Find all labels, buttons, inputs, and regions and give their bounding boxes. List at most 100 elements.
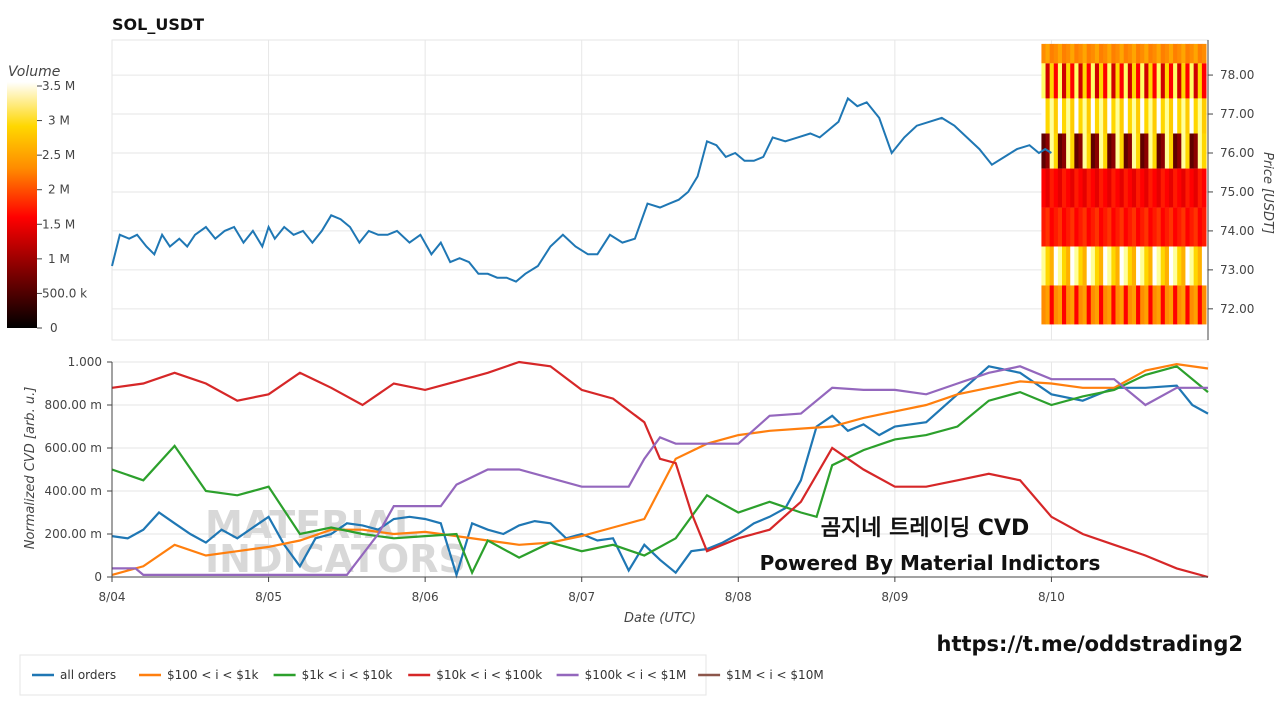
heatmap-cell — [1127, 207, 1133, 247]
heatmap-cell — [1156, 133, 1162, 169]
heatmap-cell — [1197, 168, 1203, 208]
legend-item[interactable]: all orders — [32, 668, 116, 682]
cvd-series-line — [111, 365, 1209, 579]
watermark-line2: INDICATORS — [205, 537, 466, 581]
heatmap-cell — [1115, 168, 1121, 208]
price-axis-label: Price [USDT] — [1260, 152, 1275, 234]
heatmap-cell — [1164, 207, 1170, 247]
legend-item[interactable]: $100 < i < $1k — [139, 668, 259, 682]
heatmap-cell — [1049, 63, 1055, 99]
colorbar-gradient — [7, 82, 37, 328]
heatmap-cell — [1144, 168, 1149, 208]
heatmap-cell — [1107, 63, 1112, 99]
heatmap-cell — [1094, 246, 1100, 286]
heatmap-cell — [1086, 63, 1092, 99]
heatmap-cell — [1177, 168, 1182, 208]
heatmap-cell — [1082, 63, 1088, 99]
heatmap-cell — [1201, 246, 1207, 286]
cvd-tick-label: 200.00 m — [45, 527, 103, 541]
heatmap-cell — [1041, 43, 1047, 64]
heatmap-cell — [1057, 246, 1063, 286]
legend-item[interactable]: $1k < i < $10k — [273, 668, 393, 682]
heatmap-cell — [1115, 246, 1121, 286]
price-tick-label: 74.00 — [1220, 224, 1254, 238]
heatmap-cell — [1148, 285, 1154, 325]
heatmap-cell — [1066, 246, 1071, 286]
heatmap-cell — [1119, 43, 1125, 64]
heatmap-cell — [1049, 207, 1055, 247]
heatmap-cell — [1160, 43, 1166, 64]
heatmap-cell — [1103, 63, 1108, 99]
heatmap-cell — [1041, 285, 1047, 325]
heatmap-cell — [1053, 133, 1059, 169]
heatmap-cell — [1066, 207, 1071, 247]
heatmap-cell — [1131, 168, 1137, 208]
legend: all orders $100 < i < $1k $1k < i < $10k $1… — [19, 654, 824, 696]
heatmap-cell — [1057, 168, 1063, 208]
heatmap-cell — [1078, 168, 1084, 208]
heatmap-cell — [1156, 207, 1162, 247]
heatmap-cell — [1062, 133, 1067, 169]
heatmap-cell — [1115, 285, 1121, 325]
heatmap-cell — [1107, 246, 1112, 286]
heatmap-cell — [1078, 246, 1084, 286]
heatmap-cell — [1066, 43, 1071, 64]
chart-title: SOL_USDT — [112, 15, 204, 34]
colorbar-tick-label: 0 — [50, 321, 58, 335]
heatmap-cell — [1070, 168, 1075, 208]
heatmap-cell — [1148, 168, 1154, 208]
heatmap-cell — [1177, 43, 1182, 64]
x-tick-label: 8/09 — [881, 590, 908, 604]
legend-label: $100k < i < $1M — [585, 668, 687, 682]
legend-item[interactable]: $1M < i < $10M — [698, 668, 824, 682]
volume-colorbar: Volume 3.5 M 3 M 2.5 M 2 M 1.5 M 1 M 500.0 k 0 — [7, 64, 87, 335]
heatmap-cell — [1144, 43, 1149, 64]
heatmap-cell — [1168, 246, 1174, 286]
heatmap-cell — [1123, 246, 1129, 286]
volume-heatmap — [1041, 43, 1207, 325]
x-tick-label: 8/07 — [568, 590, 595, 604]
heatmap-cell — [1078, 63, 1084, 99]
price-line — [111, 96, 1052, 283]
legend-label: $1k < i < $10k — [302, 668, 393, 682]
cvd-series-line — [111, 362, 1209, 576]
heatmap-cell — [1173, 246, 1178, 286]
cvd-tick-label: 800.00 m — [45, 398, 103, 412]
heatmap-cell — [1078, 285, 1084, 325]
heatmap-cell — [1099, 168, 1104, 208]
x-axis-label: Date (UTC) — [624, 611, 696, 626]
heatmap-cell — [1164, 246, 1170, 286]
heatmap-cell — [1189, 207, 1195, 247]
legend-item[interactable]: $10k < i < $100k — [408, 668, 542, 682]
overlay-title: 곰지네 트레이딩 CVD — [821, 516, 1029, 541]
heatmap-cell — [1189, 43, 1195, 64]
heatmap-cell — [1045, 285, 1051, 325]
heatmap-cell — [1148, 43, 1154, 64]
heatmap-cell — [1094, 207, 1100, 247]
cvd-series-line — [111, 360, 1209, 579]
heatmap-cell — [1197, 63, 1203, 99]
heatmap-cell — [1177, 207, 1182, 247]
heatmap-cell — [1140, 63, 1145, 99]
heatmap-cell — [1103, 207, 1108, 247]
heatmap-cell — [1119, 98, 1125, 134]
heatmap-cell — [1177, 246, 1182, 286]
heatmap-cell — [1127, 43, 1133, 64]
heatmap-cell — [1086, 168, 1092, 208]
heatmap-cell — [1164, 285, 1170, 325]
heatmap-cell — [1185, 98, 1191, 134]
heatmap-cell — [1144, 63, 1149, 99]
heatmap-cell — [1074, 43, 1079, 64]
telegram-link[interactable]: https://t.me/oddstrading2 — [937, 632, 1244, 656]
heatmap-cell — [1189, 285, 1195, 325]
heatmap-cell — [1156, 98, 1162, 134]
heatmap-cell — [1189, 98, 1195, 134]
heatmap-cell — [1164, 168, 1170, 208]
legend-item[interactable]: $100k < i < $1M — [556, 668, 687, 682]
heatmap-cell — [1185, 285, 1191, 325]
heatmap-cell — [1197, 43, 1203, 64]
heatmap-cell — [1107, 207, 1112, 247]
heatmap-cell — [1197, 246, 1203, 286]
heatmap-cell — [1177, 63, 1182, 99]
heatmap-cell — [1197, 285, 1203, 325]
